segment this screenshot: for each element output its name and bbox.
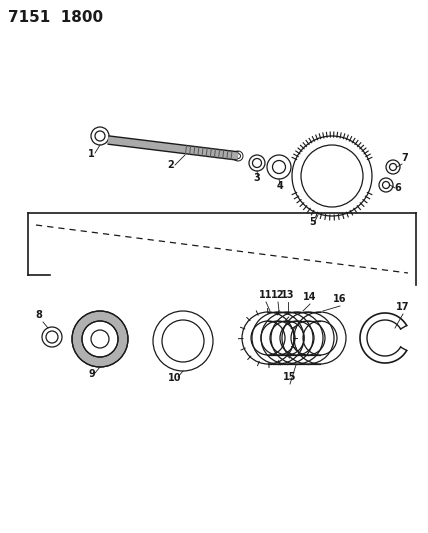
Text: 9: 9	[89, 369, 95, 379]
Text: 15: 15	[283, 372, 297, 382]
Text: 6: 6	[395, 183, 401, 193]
Text: 10: 10	[168, 373, 182, 383]
Text: 4: 4	[276, 181, 283, 191]
Text: 11: 11	[259, 290, 273, 300]
Text: 5: 5	[309, 217, 316, 227]
Text: 7: 7	[401, 153, 408, 163]
Wedge shape	[72, 311, 128, 367]
Text: 1: 1	[88, 149, 95, 159]
Text: 17: 17	[396, 302, 410, 312]
Text: 12: 12	[271, 290, 285, 300]
Text: 16: 16	[333, 294, 347, 304]
Text: 7151  1800: 7151 1800	[8, 10, 103, 25]
Text: 13: 13	[281, 290, 295, 300]
Text: 8: 8	[36, 310, 42, 320]
Text: 14: 14	[303, 292, 317, 302]
Text: 3: 3	[254, 173, 260, 183]
Text: 2: 2	[168, 160, 174, 170]
